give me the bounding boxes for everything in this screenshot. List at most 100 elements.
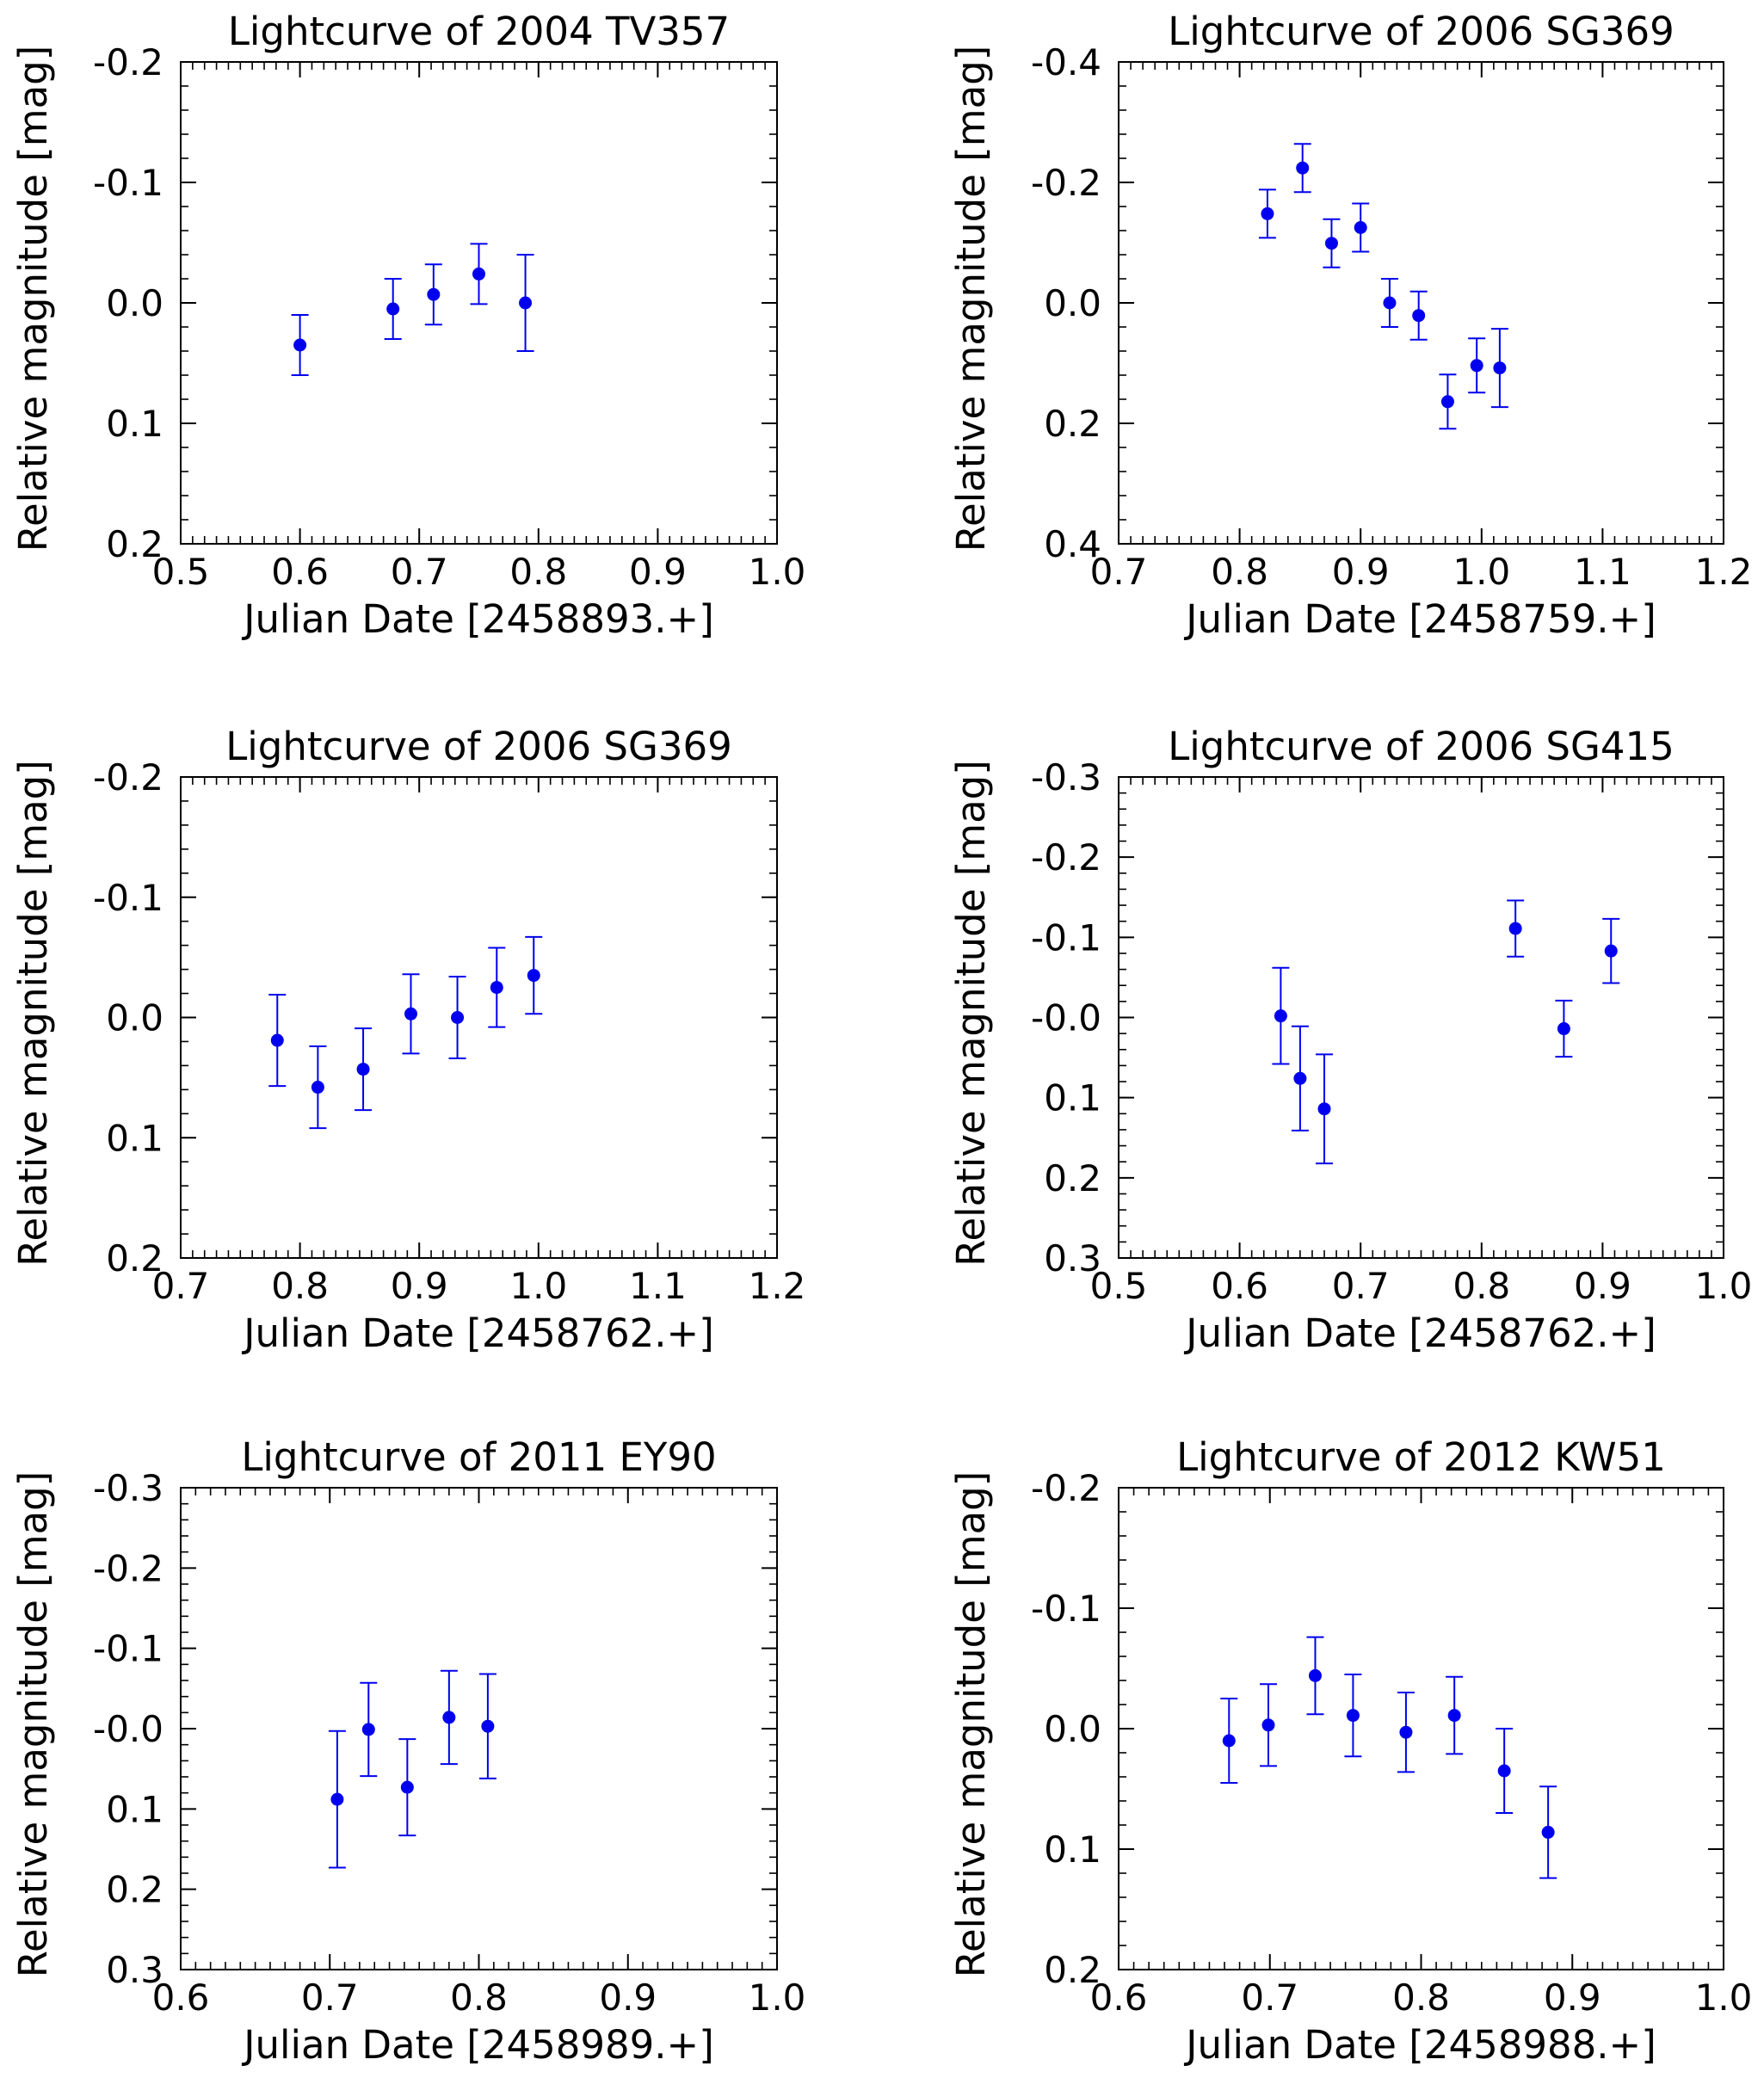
x-axis-label: Julian Date [2458893.+] — [241, 596, 714, 642]
x-tick-label: 0.7 — [391, 551, 448, 593]
y-tick-label: 0.0 — [1044, 1708, 1101, 1750]
data-point — [519, 296, 533, 310]
y-tick-label: 0.1 — [106, 1117, 163, 1159]
y-tick-label: 0.1 — [106, 1788, 163, 1830]
x-tick-label: 0.9 — [599, 1976, 657, 2019]
major-ticks — [1118, 61, 1724, 545]
data-point — [490, 981, 503, 995]
x-tick-label: 0.9 — [629, 551, 687, 593]
x-tick-label: 1.1 — [629, 1265, 687, 1307]
x-tick-label: 0.9 — [1544, 1976, 1601, 2019]
x-tick-label: 1.0 — [749, 1976, 806, 2019]
data-point — [1222, 1734, 1236, 1748]
data-series — [328, 1669, 497, 1869]
data-point — [270, 1033, 284, 1047]
minor-ticks — [1119, 777, 1724, 1258]
y-axis-label: Relative magnitude [mag] — [10, 46, 56, 552]
data-point — [330, 1792, 344, 1806]
x-tick-label: 0.8 — [509, 551, 567, 593]
data-point — [1383, 296, 1397, 310]
data-point — [1308, 1668, 1322, 1682]
y-tick-label: -0.0 — [93, 1708, 163, 1750]
y-tick-label: 0.3 — [1044, 1237, 1101, 1279]
y-tick-label: 0.4 — [1044, 523, 1101, 565]
data-point — [442, 1711, 456, 1724]
y-tick-label: -0.2 — [1031, 1467, 1101, 1509]
data-point — [404, 1007, 417, 1021]
x-axis-label: Julian Date [2458762.+] — [1183, 1310, 1656, 1356]
data-point — [1274, 1009, 1287, 1023]
x-tick-label: 0.9 — [1574, 1265, 1631, 1307]
x-tick-label: 0.7 — [1241, 1976, 1298, 2019]
y-tick-label: -0.2 — [93, 1547, 163, 1589]
y-tick-label: -0.2 — [1031, 836, 1101, 879]
data-point — [1317, 1102, 1331, 1116]
chart-title: Lightcurve of 2006 SG369 — [1168, 9, 1675, 54]
y-tick-label: -0.3 — [1031, 756, 1101, 799]
major-ticks — [1118, 1487, 1724, 1970]
y-axis-label: Relative magnitude [mag] — [948, 760, 994, 1267]
y-axis-label: Relative magnitude [mag] — [948, 1471, 994, 1978]
data-point — [1497, 1764, 1511, 1778]
x-tick-label: 1.2 — [1695, 551, 1753, 593]
y-tick-label: 0.1 — [1044, 1828, 1101, 1871]
x-axis-label: Julian Date [2458988.+] — [1183, 2022, 1656, 2068]
x-tick-label: 0.7 — [1090, 551, 1148, 593]
chart-title: Lightcurve of 2004 TV357 — [228, 9, 730, 54]
data-point — [1604, 944, 1618, 958]
x-tick-label: 0.5 — [152, 551, 210, 593]
data-point — [1399, 1725, 1413, 1739]
y-tick-label: 0.0 — [106, 997, 163, 1039]
data-series — [291, 243, 534, 376]
minor-ticks — [1119, 62, 1724, 544]
plot-frame — [180, 776, 778, 1259]
data-point — [527, 969, 540, 983]
data-point — [451, 1011, 465, 1024]
data-point — [427, 287, 441, 301]
x-axis-label: Julian Date [2458989.+] — [241, 2022, 714, 2068]
x-axis-label: Julian Date [2458762.+] — [241, 1310, 714, 1356]
data-point — [1412, 309, 1426, 323]
y-axis-label: Relative magnitude [mag] — [10, 760, 56, 1267]
y-tick-label: -0.1 — [93, 162, 163, 204]
chart-panel-6: 0.6 0.7 0.8 0.9 1.0 -0.2 -0.1 0.0 0.1 0.2 Lightcur… — [948, 1434, 1752, 2068]
data-point — [1354, 221, 1367, 234]
plot-frame — [1118, 1487, 1724, 1970]
y-tick-label: 0.3 — [106, 1949, 163, 1991]
minor-ticks — [181, 777, 777, 1258]
chart-panel-4: 0.5 0.6 0.7 0.8 0.9 1.0 -0.3 -0.2 -0.1 -0.0 0.1 0.2… — [948, 724, 1752, 1356]
y-tick-label: -0.2 — [1031, 162, 1101, 204]
x-tick-label: 1.0 — [749, 551, 806, 593]
y-tick-label: -0.1 — [1031, 916, 1101, 959]
chart-panel-5: 0.6 0.7 0.8 0.9 1.0 -0.3 -0.2 -0.1 -0.0 0.1 0.2 0.3… — [10, 1434, 805, 2068]
data-series — [1258, 143, 1508, 430]
y-tick-label: -0.2 — [93, 756, 163, 799]
data-point — [1293, 1071, 1307, 1085]
y-tick-label: 0.2 — [106, 1869, 163, 1911]
x-tick-label: 0.8 — [450, 1976, 508, 2019]
y-tick-label: 0.2 — [106, 1237, 163, 1279]
chart-title: Lightcurve of 2012 KW51 — [1176, 1434, 1666, 1480]
minor-ticks — [1119, 1488, 1724, 1970]
minor-ticks — [181, 1488, 777, 1970]
y-tick-label: -0.1 — [1031, 1588, 1101, 1630]
data-point — [386, 302, 400, 316]
data-point — [356, 1063, 370, 1076]
data-point — [1261, 207, 1274, 220]
y-axis-label: Relative magnitude [mag] — [10, 1471, 56, 1978]
chart-title: Lightcurve of 2011 EY90 — [241, 1434, 716, 1480]
data-point — [472, 267, 485, 281]
x-tick-label: 0.6 — [1211, 1265, 1268, 1307]
y-tick-label: 0.2 — [1044, 1949, 1101, 1991]
data-point — [400, 1780, 414, 1794]
data-point — [1470, 359, 1483, 373]
data-point — [293, 338, 307, 352]
data-point — [481, 1719, 495, 1733]
y-axis-label: Relative magnitude [mag] — [948, 46, 994, 552]
x-tick-label: 0.9 — [391, 1265, 448, 1307]
x-tick-label: 0.6 — [1090, 1976, 1148, 2019]
x-tick-label: 0.9 — [1332, 551, 1390, 593]
data-point — [311, 1081, 324, 1094]
y-tick-label: 0.0 — [1044, 282, 1101, 324]
